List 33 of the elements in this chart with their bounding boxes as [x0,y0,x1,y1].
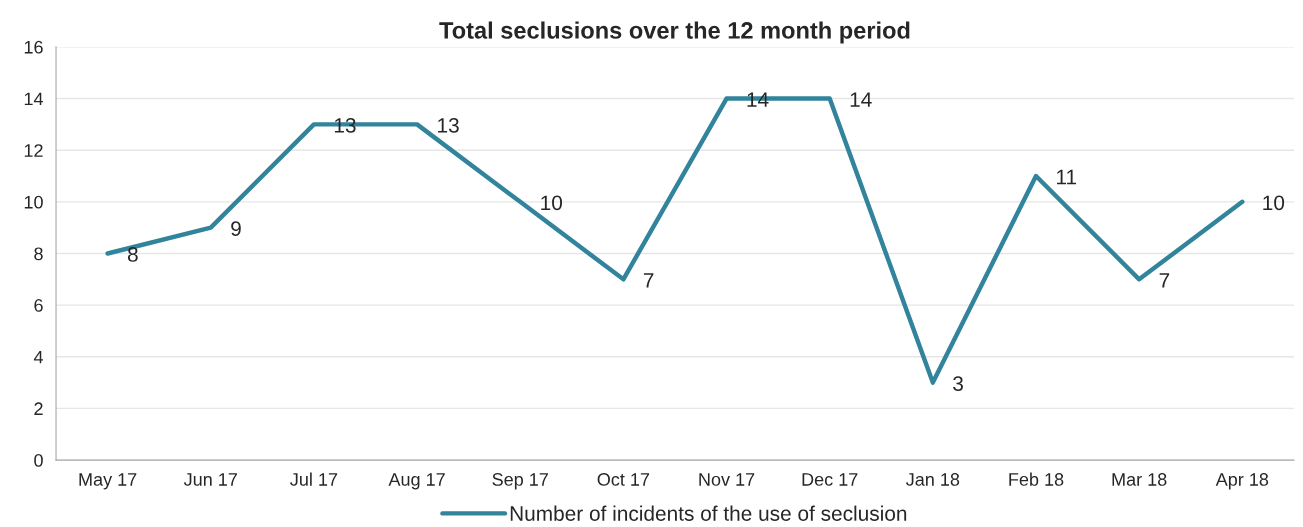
x-tick-label: Apr 18 [1215,473,1269,490]
x-tick-label: Jan 18 [906,473,960,486]
data-label: 11 [1057,169,1077,185]
x-tick-label: Oct 17 [597,473,650,486]
data-label: 7 [643,273,654,288]
x-tick-label: Feb 18 [1009,472,1064,486]
x-tick-label: Mar 18 [1112,473,1167,486]
x-tick-label: Nov 17 [699,473,755,486]
x-tick-label: May 17 [79,473,137,490]
y-tick-label: 6 [34,299,43,312]
data-label: 10 [541,195,563,211]
x-tick-label: Dec 17 [802,473,858,486]
y-tick-label: 12 [24,144,43,157]
y-tick-label: 2 [34,402,43,415]
x-tick-label: Sep 17 [492,473,548,490]
y-tick-label: 16 [24,40,43,54]
data-label: 3 [953,376,963,391]
y-tick-label: 14 [24,92,43,106]
y-tick-label: 8 [34,247,43,261]
data-label: 7 [1159,273,1170,288]
data-label: 8 [127,247,138,262]
data-label: 13 [438,117,459,133]
data-label: 14 [850,92,872,107]
x-tick-label: Aug 17 [388,473,445,490]
x-tick-label: Jun 17 [183,473,237,486]
data-label: 10 [1263,195,1285,211]
y-tick-label: 0 [34,454,43,467]
data-label: 9 [231,221,241,237]
x-tick-label: Jul 17 [290,472,338,486]
y-tick-label: 10 [24,195,43,209]
y-tick-label: 4 [33,350,43,364]
legend-label: Number of incidents of the use of seclusion [510,505,907,521]
chart-title: Total seclusions over the 12 month period [439,21,910,44]
